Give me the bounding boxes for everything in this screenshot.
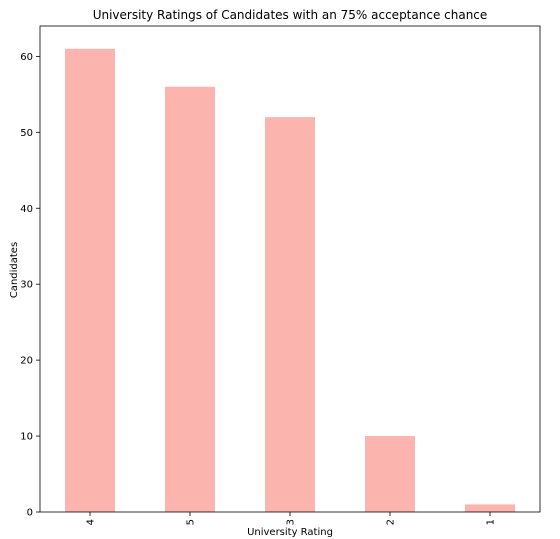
chart-title: University Ratings of Candidates with an… [93,8,488,22]
y-tick-label-0: 0 [27,508,33,519]
y-tick-label-20: 20 [20,356,33,367]
bar-4 [65,48,115,512]
bar-3 [265,117,315,512]
y-tick-label-50: 50 [20,128,33,139]
y-axis-title: Candidates [9,242,20,298]
x-tick-label-4: 4 [86,519,97,525]
y-tick-label-10: 10 [20,432,33,443]
bar-1 [465,504,515,512]
bar-2 [365,436,415,512]
y-tick-label-60: 60 [20,52,33,63]
x-tick-label-3: 3 [286,519,297,525]
x-axis-title: University Rating [247,527,333,538]
x-tick-label-5: 5 [186,519,197,525]
bar-5 [165,86,215,512]
y-tick-label-30: 30 [20,280,33,291]
x-tick-label-1: 1 [486,519,497,525]
plot-area: 0 10 20 30 40 50 60 4 5 3 2 1 [20,25,541,525]
x-tick-label-2: 2 [386,519,397,525]
y-tick-label-40: 40 [20,204,33,215]
